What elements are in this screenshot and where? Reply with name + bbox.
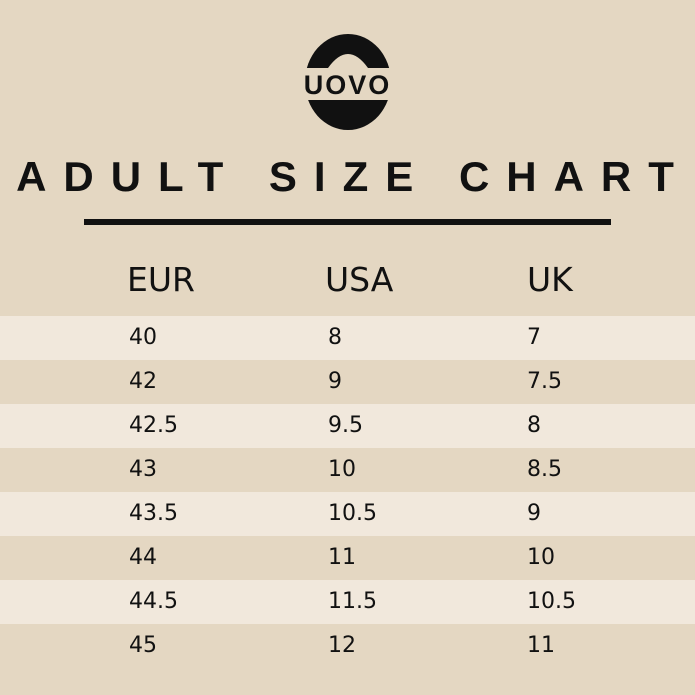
eur-cell: 42.5 [129, 413, 178, 438]
usa-cell: 10.5 [328, 501, 377, 526]
eur-cell: 44 [129, 545, 157, 570]
table-row: 43 10 8.5 [0, 448, 695, 492]
svg-text:UOVO: UOVO [304, 70, 392, 100]
uk-cell: 8.5 [527, 457, 562, 482]
eur-cell: 40 [129, 325, 157, 350]
uk-cell: 11 [527, 633, 555, 658]
title-divider [84, 219, 611, 225]
uk-cell: 7.5 [527, 369, 562, 394]
eur-cell: 43 [129, 457, 157, 482]
uk-cell: 10.5 [527, 589, 576, 614]
uk-cell: 10 [527, 545, 555, 570]
uk-cell: 8 [527, 413, 541, 438]
usa-cell: 9.5 [328, 413, 363, 438]
header-eur: EUR [127, 260, 195, 299]
usa-cell: 9 [328, 369, 342, 394]
table-row: 44.5 11.5 10.5 [0, 580, 695, 624]
header-usa: USA [325, 260, 394, 299]
table-row: 43.5 10.5 9 [0, 492, 695, 536]
table-row: 40 8 7 [0, 316, 695, 360]
table-row: 44 11 10 [0, 536, 695, 580]
uovo-logo: UOVO [290, 34, 405, 130]
usa-cell: 12 [328, 633, 356, 658]
uk-cell: 9 [527, 501, 541, 526]
table-row: 42 9 7.5 [0, 360, 695, 404]
usa-cell: 11.5 [328, 589, 377, 614]
eur-cell: 45 [129, 633, 157, 658]
eur-cell: 44.5 [129, 589, 178, 614]
eur-cell: 42 [129, 369, 157, 394]
usa-cell: 10 [328, 457, 356, 482]
table-row: 42.5 9.5 8 [0, 404, 695, 448]
usa-cell: 11 [328, 545, 356, 570]
usa-cell: 8 [328, 325, 342, 350]
uk-cell: 7 [527, 325, 541, 350]
eur-cell: 43.5 [129, 501, 178, 526]
header-uk: UK [527, 260, 573, 299]
table-row: 45 12 11 [0, 624, 695, 668]
page-title: ADULT SIZE CHART [16, 153, 691, 200]
